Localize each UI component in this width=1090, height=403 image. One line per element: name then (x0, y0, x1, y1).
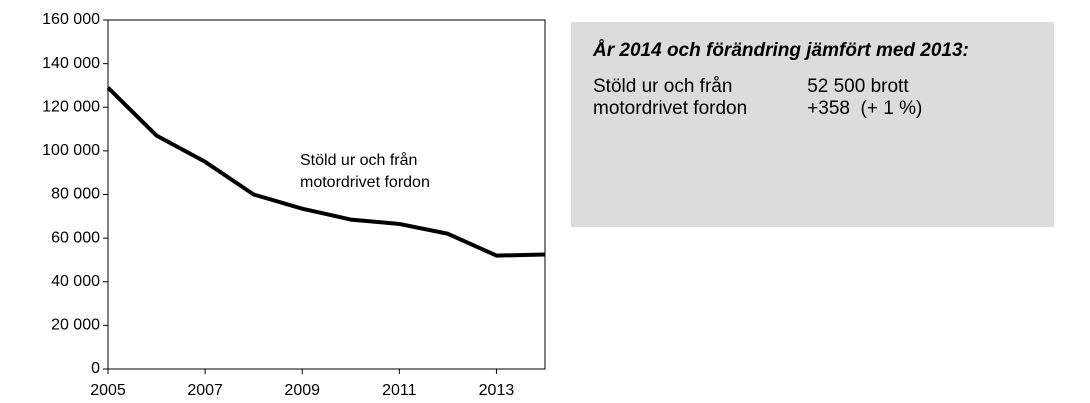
y-tick-label: 20 000 (51, 317, 100, 334)
x-tick-label: 2013 (479, 382, 515, 399)
info-label: motordrivet fordon (593, 98, 748, 119)
info-table: Stöld ur och från 52 500 brott motordrive… (593, 76, 922, 120)
x-tick-label: 2007 (187, 382, 223, 399)
info-row: motordrivet fordon +358 (+ 1 %) (593, 98, 922, 120)
y-tick-label: 80 000 (51, 186, 100, 203)
line (106, 86, 546, 258)
x-tick-label: 2011 (382, 382, 417, 399)
info-box: År 2014 och förändring jämfört med 2013:… (571, 22, 1054, 227)
plot-frame (107, 19, 546, 370)
y-tick-label: 120 000 (42, 98, 100, 115)
x-tick-label: 2005 (90, 382, 126, 399)
y-tick-label: 100 000 (42, 142, 100, 159)
annotation: motordrivet fordon (300, 174, 430, 191)
info-label: Stöld ur och från (593, 76, 733, 97)
info-value: 52 500 brott (807, 76, 909, 97)
chart: 0 20 000 40 000 60 000 80 000 100 000 120 000 1… (42, 11, 546, 399)
y-tick-label: 140 000 (42, 55, 100, 72)
y-tick-label: 40 000 (51, 273, 100, 290)
info-title: År 2014 och förändring jämfört med 2013: (593, 40, 969, 61)
info-value: +358 (+ 1 %) (807, 98, 923, 119)
annotation: Stöld ur och från (300, 151, 417, 169)
y-tick-label: 60 000 (51, 229, 100, 246)
y-tick-label: 0 (91, 360, 100, 377)
info-row: Stöld ur och från 52 500 brott (593, 76, 922, 98)
y-tick-label: 160 000 (42, 11, 100, 28)
x-tick-label: 2009 (284, 382, 320, 399)
